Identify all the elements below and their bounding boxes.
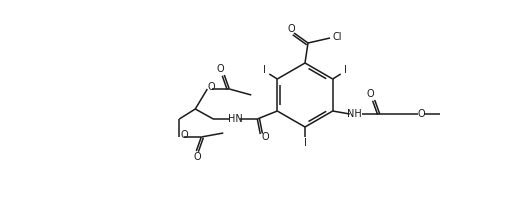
Text: O: O (180, 130, 188, 140)
Text: O: O (367, 89, 375, 99)
Text: NH: NH (347, 109, 362, 119)
Text: I: I (263, 65, 266, 75)
Text: I: I (304, 138, 307, 148)
Text: O: O (207, 82, 215, 92)
Text: O: O (261, 132, 269, 142)
Text: HN: HN (228, 114, 242, 124)
Text: O: O (217, 64, 224, 74)
Text: Cl: Cl (332, 32, 342, 42)
Text: O: O (194, 152, 201, 162)
Text: O: O (287, 24, 295, 34)
Text: O: O (418, 109, 426, 119)
Text: I: I (345, 65, 347, 75)
